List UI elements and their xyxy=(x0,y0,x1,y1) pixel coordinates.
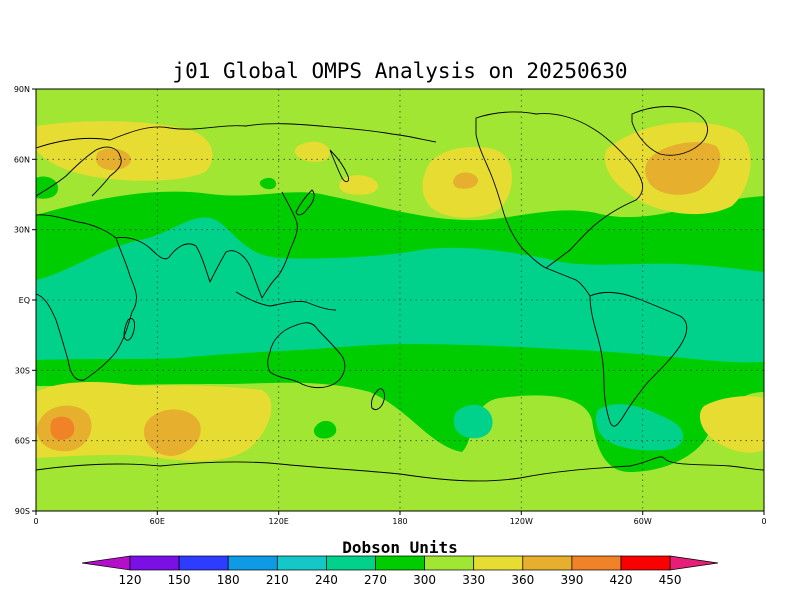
lat-label-60s: 60S xyxy=(15,437,30,446)
colorbar-label-450: 450 xyxy=(659,573,682,587)
band-360-390-south-indian-east xyxy=(144,409,201,456)
lon-label-0-left: 0 xyxy=(33,517,38,526)
coast-greenland xyxy=(631,106,708,156)
lon-label-0-right: 0 xyxy=(761,517,766,526)
colorbar-labels: 120 150 180 210 240 270 300 330 360 390 420 450 xyxy=(119,573,682,587)
graticule xyxy=(36,89,764,511)
band-240-270-tropics xyxy=(36,217,764,363)
coast-europe xyxy=(36,146,122,197)
colorbar-swatch-330-360 xyxy=(473,555,524,571)
lat-label-eq: EQ xyxy=(19,296,30,305)
colorbar: Dobson Units 120 150 180 210 240 270 300 330 360… xyxy=(81,538,719,587)
coast-kamchatka xyxy=(329,149,349,183)
colorbar-title: Dobson Units xyxy=(342,538,458,557)
colorbar-label-420: 420 xyxy=(610,573,633,587)
band-270-300-tasman xyxy=(313,420,337,439)
longitude-axis: 0 60E 120E 180 120W 60W 0 xyxy=(33,511,767,526)
colorbar-label-390: 390 xyxy=(560,573,583,587)
colorbar-swatch-360-390 xyxy=(522,555,573,571)
lon-label-60e: 60E xyxy=(150,517,165,526)
coast-madagascar xyxy=(123,318,135,341)
colorbar-label-240: 240 xyxy=(315,573,338,587)
colorbar-swatches xyxy=(81,555,719,571)
colorbar-label-150: 150 xyxy=(168,573,191,587)
lat-label-30n: 30N xyxy=(14,226,30,235)
colorbar-swatch-270-300 xyxy=(375,555,425,571)
colorbar-swatch-below-120 xyxy=(81,555,131,571)
colorbar-label-210: 210 xyxy=(266,573,289,587)
colorbar-swatch-210-240 xyxy=(276,555,327,571)
band-330-360-eurasia-north xyxy=(36,121,213,181)
coast-central-america xyxy=(545,267,591,297)
band-240-270-south-america xyxy=(595,404,684,451)
colorbar-label-120: 120 xyxy=(119,573,142,587)
band-330-360-south-atlantic xyxy=(699,396,764,453)
lon-label-120e: 120E xyxy=(269,517,289,526)
colorbar-swatch-390-420 xyxy=(571,555,622,571)
coast-indonesia xyxy=(235,291,337,311)
coast-antarctica xyxy=(36,456,764,482)
band-240-270-south-pacific xyxy=(453,404,493,439)
colorbar-label-360: 360 xyxy=(511,573,534,587)
ozone-map xyxy=(36,89,764,511)
band-360-390-north-pacific xyxy=(453,172,478,189)
coast-japan xyxy=(295,189,315,216)
colorbar-swatch-150-180 xyxy=(178,555,229,571)
colorbar-swatch-240-270 xyxy=(326,555,376,571)
coastlines xyxy=(36,106,764,482)
lon-label-60w: 60W xyxy=(634,517,652,526)
lat-label-30s: 30S xyxy=(15,366,30,375)
lat-label-60n: 60N xyxy=(14,155,30,164)
colorbar-label-180: 180 xyxy=(217,573,240,587)
coast-southeast-asia xyxy=(249,191,298,299)
colorbar-swatch-300-330 xyxy=(424,555,475,571)
coast-australia xyxy=(267,322,346,389)
colorbar-swatch-420-450 xyxy=(620,555,671,571)
colorbar-swatch-above-450 xyxy=(669,555,719,571)
colorbar-swatch-120-150 xyxy=(129,555,180,571)
lon-label-120w: 120W xyxy=(510,517,533,526)
band-390-420-south-indian xyxy=(50,416,75,440)
coast-eurasia-north xyxy=(36,123,437,149)
colorbar-label-270: 270 xyxy=(364,573,387,587)
colorbar-label-300: 300 xyxy=(413,573,436,587)
coast-arabia-india xyxy=(115,237,251,283)
coast-north-america xyxy=(475,111,644,269)
colorbar-swatch-180-210 xyxy=(227,555,278,571)
latitude-axis: 90N 60N 30N EQ 30S 60S 90S xyxy=(14,85,36,516)
band-330-360-siberia xyxy=(294,141,330,162)
coast-africa xyxy=(36,214,137,381)
map-title: j01 Global OMPS Analysis on 20250630 xyxy=(172,59,627,83)
lat-label-90s: 90S xyxy=(15,507,30,516)
lon-label-180: 180 xyxy=(392,517,407,526)
colorbar-label-330: 330 xyxy=(462,573,485,587)
lat-label-90n: 90N xyxy=(14,85,30,94)
band-270-300-asia-spot xyxy=(259,177,276,190)
coast-south-america xyxy=(589,291,688,427)
coast-new-zealand xyxy=(371,388,385,411)
